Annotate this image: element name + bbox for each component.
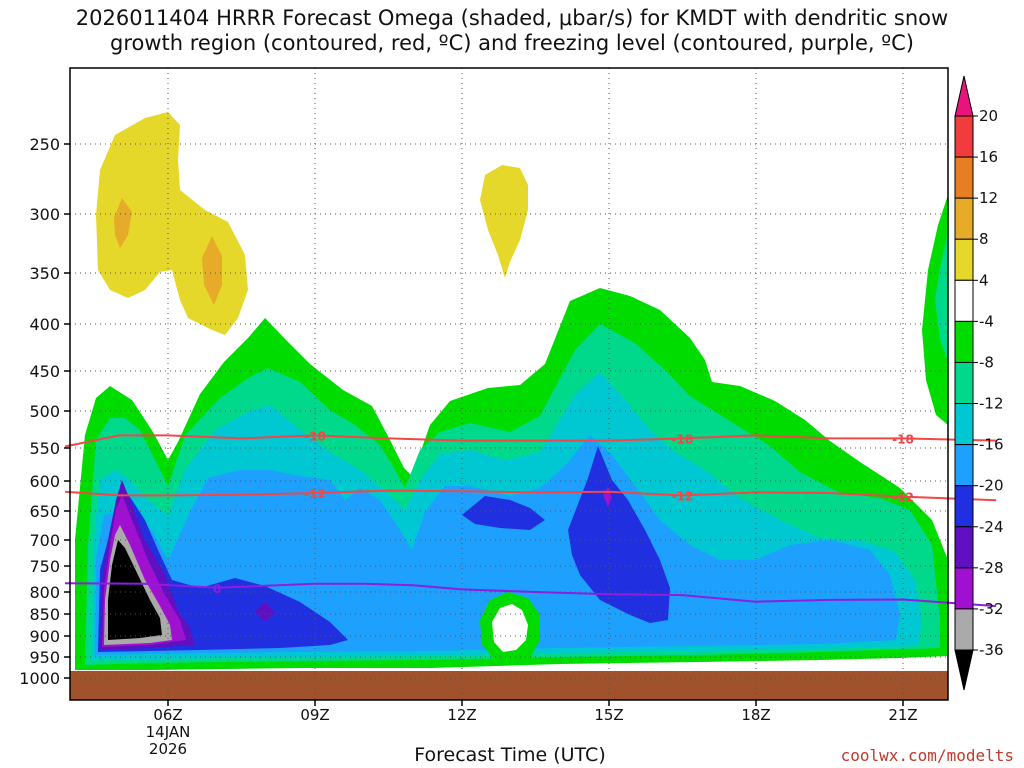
omega-band-violet-spot [255,602,275,622]
contour-lines: -18 -18 -18 -12 -12 -12 0 [64,429,997,608]
contour-label: -12 [672,489,694,503]
y-tick-label: 500 [29,402,60,421]
colorbar-label: -32 [979,600,1004,618]
omega-shading [70,112,948,700]
contour-label: -18 [304,429,326,443]
gridlines [70,68,948,700]
omega-band-white-hole [492,604,528,652]
y-tick-label: 600 [29,472,60,491]
colorbar-arrow-top [954,75,974,117]
y-tick-label: 250 [29,135,60,154]
colorbar-swatch [954,115,974,158]
contour-line [64,434,997,448]
y-tick-label: 1000 [19,669,60,688]
y-tick-label: 700 [29,531,60,550]
colorbar-label: -12 [979,395,1004,413]
omega-band-blue-right [568,446,670,623]
colorbar-label: -8 [979,353,994,371]
y-tick-label: 800 [29,583,60,602]
y-tick-label: 850 [29,605,60,624]
chart-title: 2026011404 HRRR Forecast Omega (shaded, … [0,6,1024,56]
colorbar-label: 20 [979,107,998,125]
contour-label: -12 [304,487,326,501]
contour-label: 0 [213,582,221,596]
chart-title-line2: growth region (contoured, red, ºC) and f… [110,31,914,55]
x-tick-label: 12Z [447,706,476,724]
colorbar-label: 8 [979,230,989,248]
colorbar-label: 12 [979,189,998,207]
x-tick-label: 21Z [888,706,917,724]
y-tick-label: 300 [29,205,60,224]
colorbar-label: -28 [979,559,1004,577]
x-date-label: 2026 [149,740,187,758]
y-tick-label: 350 [29,264,60,283]
x-tick-label: 09Z [300,706,329,724]
x-date-label: 14JAN [146,723,191,741]
colorbar-swatch [954,567,974,610]
colorbar-swatch [954,156,974,199]
colorbar-swatch [954,238,974,281]
colorbar-swatch [954,485,974,528]
colorbar-swatch [954,526,974,569]
omega-band-yellow-center [480,165,528,278]
contour-line [65,582,997,608]
y-tick-label: 450 [29,362,60,381]
y-axis: 250 300 350 400 450 500 550 600 650 700 750 800 850 9… [19,135,70,688]
credit-text: coolwx.com/modelts [840,746,1014,765]
chart-title-line1: 2026011404 HRRR Forecast Omega (shaded, … [75,6,949,30]
y-tick-label: 950 [29,648,60,667]
y-tick-label: 550 [29,439,60,458]
colorbar-label: -16 [979,436,1004,454]
colorbar-arrow-bottom [954,649,974,691]
colorbar-label: -36 [979,641,1004,659]
omega-band-gold-1 [114,198,132,248]
colorbar-swatch [954,361,974,405]
contour-label: -18 [672,432,694,446]
y-tick-label: 400 [29,315,60,334]
omega-band-seafoam-right [935,232,948,362]
x-tick-label: 18Z [741,706,770,724]
y-tick-label: 900 [29,627,60,646]
colorbar-swatch [954,197,974,240]
colorbar-label: 16 [979,148,998,166]
colorbar-swatch [954,403,974,446]
colorbar-swatch [954,608,974,651]
colorbar: 20 16 12 8 4 -4 -8 -12 -16 -20 -24 -28 -32 -36 [954,75,1004,691]
colorbar-label: -4 [979,312,994,330]
contour-line [65,489,997,502]
omega-band-blue-center [462,496,545,530]
omega-band-green-right [922,195,948,425]
omega-band-gold-2 [202,236,222,305]
colorbar-label: 4 [979,271,989,289]
x-tick-label: 15Z [594,706,623,724]
contour-label: -18 [892,432,914,446]
ground-fill [70,671,948,700]
x-axis-label: Forecast Time (UTC) [414,744,606,766]
plot-frame [69,67,949,701]
colorbar-swatch [954,279,974,322]
x-tick-label: 06Z [153,706,182,724]
colorbar-label: -20 [979,477,1004,495]
y-tick-label: 750 [29,557,60,576]
omega-band-black [108,540,162,640]
colorbar-swatch [954,444,974,487]
colorbar-swatch [954,320,974,363]
contour-label: -12 [892,491,914,505]
colorbar-label: -24 [979,518,1004,536]
omega-band-lightblue [95,435,900,655]
y-tick-label: 650 [29,502,60,521]
